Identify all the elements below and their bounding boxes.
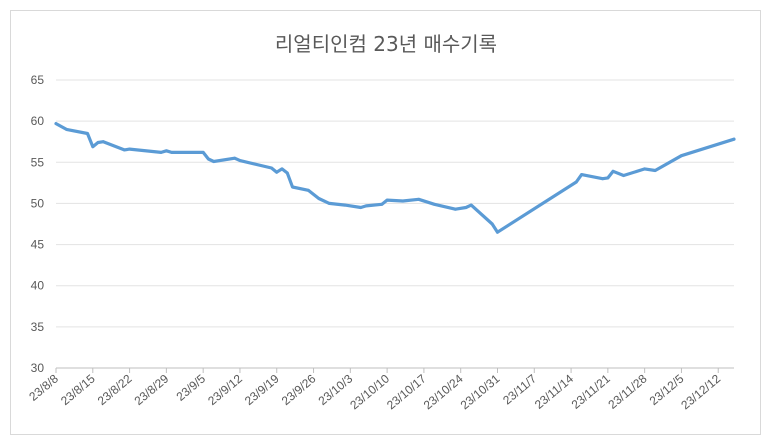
data-point [101,140,105,144]
x-tick-label: 23/8/22 [95,371,135,408]
data-point [401,199,405,203]
data-point [680,154,683,158]
x-tick-label: 23/9/12 [205,371,245,408]
data-point [233,156,237,160]
data-point [490,222,494,226]
y-tick-label: 55 [31,155,45,169]
data-point [291,185,294,189]
data-point [606,176,610,180]
y-axis-tick-labels: 30 35 40 45 50 55 60 65 [31,73,45,375]
x-tick-label: 23/11/21 [569,371,613,411]
data-point [417,197,421,201]
data-point [212,160,216,163]
x-tick-label: 23/8/15 [58,371,98,408]
x-tick-label: 23/9/5 [174,371,209,403]
data-point [580,173,583,177]
y-tick-label: 40 [31,279,45,293]
x-tick-label: 23/10/17 [384,371,429,412]
x-tick-label: 23/9/26 [279,371,319,408]
data-point [275,170,279,174]
data-point [280,167,284,171]
series-layer [54,122,736,234]
data-point [359,206,363,209]
data-point [732,137,736,141]
x-tick-label: 23/8/29 [132,371,172,408]
data-point [364,204,368,208]
data-point [122,148,126,152]
data-point [306,188,310,192]
x-tick-label: 23/11/14 [532,371,576,411]
x-tick-label: 23/10/10 [347,371,392,412]
data-point [170,151,174,154]
y-tick-label: 30 [31,361,45,375]
data-point [611,169,615,173]
y-tick-label: 60 [31,114,45,128]
x-tick-label: 23/11/28 [605,371,649,411]
data-point [285,171,289,175]
x-tick-label: 23/10/31 [458,371,503,412]
x-tick-label: 23/8/8 [26,371,61,403]
data-point [574,180,578,184]
data-point [643,167,647,171]
chart-frame [10,10,761,435]
data-point [601,177,604,181]
data-point [96,141,100,144]
data-point [622,174,625,177]
data-point [65,127,68,131]
data-point [496,230,499,234]
grid-layer [56,79,734,328]
y-tick-label: 65 [31,73,45,87]
data-point [54,122,58,125]
y-tick-label: 35 [31,320,45,334]
x-tick-label: 23/10/24 [421,371,466,412]
data-point [433,202,436,206]
data-point [270,166,273,170]
y-tick-label: 45 [31,238,45,252]
chart-title: 리얼티인컴 23년 매수기록 [275,32,497,56]
data-point [201,151,205,154]
data-point [238,159,242,163]
data-point [165,149,168,153]
data-point [454,207,457,211]
data-point [464,206,468,209]
x-tick-label: 23/9/19 [242,371,282,408]
data-point [128,147,132,151]
data-point [385,198,389,202]
data-point [207,157,210,161]
data-point [317,197,321,200]
data-point [327,202,331,205]
y-tick-label: 50 [31,196,45,210]
data-point [86,132,89,135]
data-point [343,203,347,207]
data-point [91,145,95,149]
data-point [469,203,473,207]
x-tick-label: 23/12/12 [678,371,723,412]
series-line [54,122,736,234]
data-point [159,151,163,154]
data-point [380,202,384,206]
data-point [653,169,657,172]
